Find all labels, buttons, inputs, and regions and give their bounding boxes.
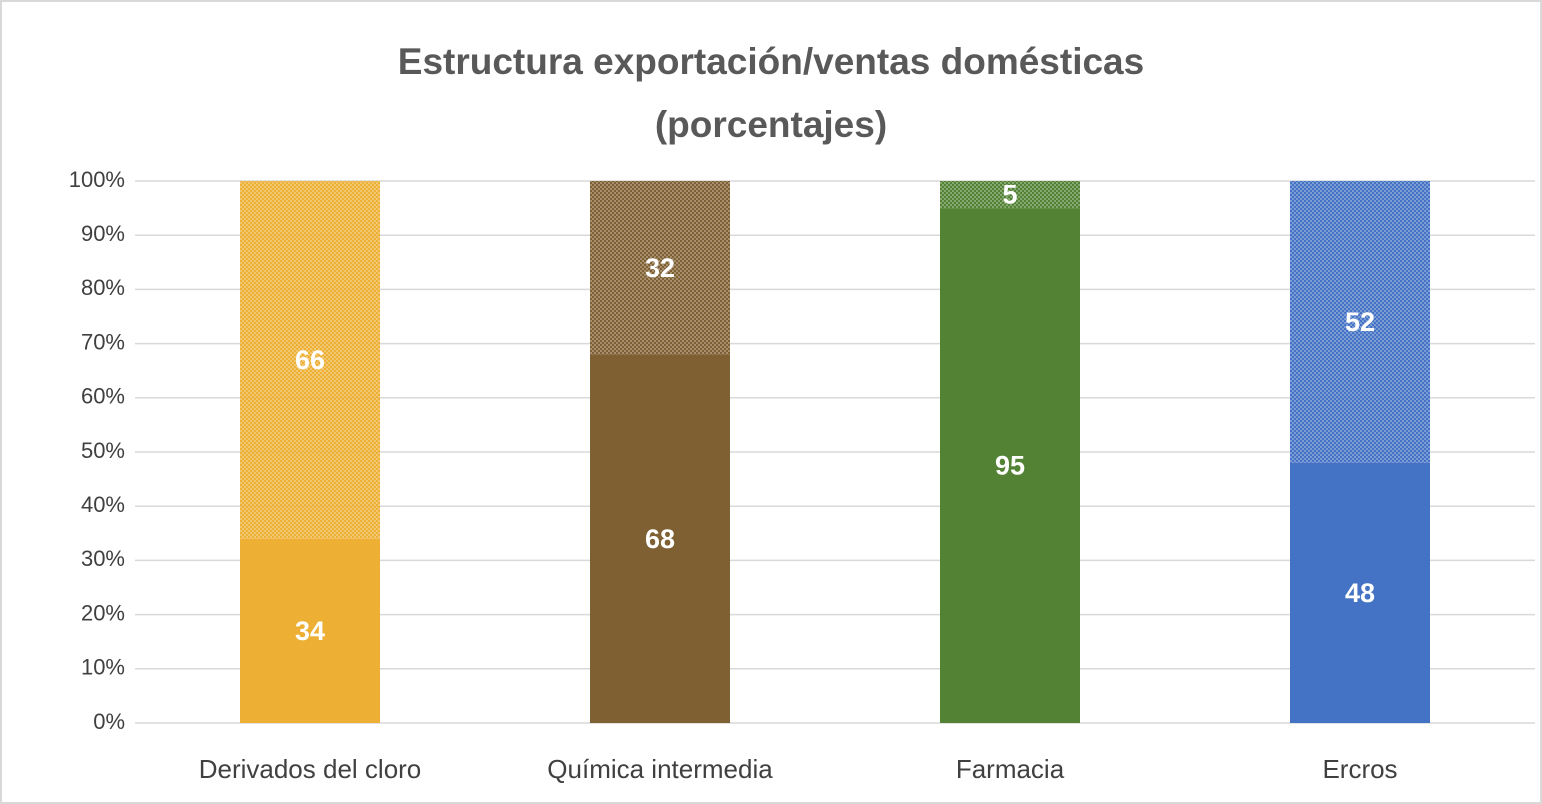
- bar-segment: [940, 208, 1080, 724]
- y-tick-label: 80%: [81, 275, 125, 300]
- y-tick-label: 40%: [81, 492, 125, 517]
- bar-segment: [240, 181, 380, 539]
- x-tick-label: Derivados del cloro: [199, 754, 422, 784]
- y-tick-label: 30%: [81, 546, 125, 571]
- y-tick-label: 10%: [81, 655, 125, 680]
- data-label: 66: [295, 345, 325, 375]
- x-tick-label: Química intermedia: [547, 754, 773, 784]
- x-tick-label: Ercros: [1322, 754, 1397, 784]
- bar-segment: [1290, 462, 1430, 723]
- y-tick-label: 50%: [81, 438, 125, 463]
- data-label: 68: [645, 524, 675, 554]
- data-label: 52: [1345, 307, 1375, 337]
- y-tick-label: 70%: [81, 329, 125, 354]
- y-tick-label: 0%: [93, 709, 125, 734]
- chart-title: Estructura exportación/ventas domésticas: [398, 41, 1144, 82]
- chart-title: (porcentajes): [655, 104, 887, 145]
- x-tick-label: Farmacia: [956, 754, 1065, 784]
- y-tick-label: 100%: [69, 167, 125, 192]
- data-label: 34: [295, 616, 325, 646]
- bar-segment: [940, 181, 1080, 209]
- data-label: 48: [1345, 578, 1375, 608]
- data-label: 32: [645, 253, 675, 283]
- bar-segment: [1290, 181, 1430, 463]
- y-tick-label: 20%: [81, 600, 125, 625]
- y-tick-label: 60%: [81, 384, 125, 409]
- data-label: 95: [995, 451, 1025, 481]
- bar-segment: [590, 354, 730, 723]
- bar-segment: [590, 181, 730, 355]
- y-tick-label: 90%: [81, 221, 125, 246]
- bar-segment: [240, 538, 380, 723]
- data-label: 5: [1002, 180, 1017, 210]
